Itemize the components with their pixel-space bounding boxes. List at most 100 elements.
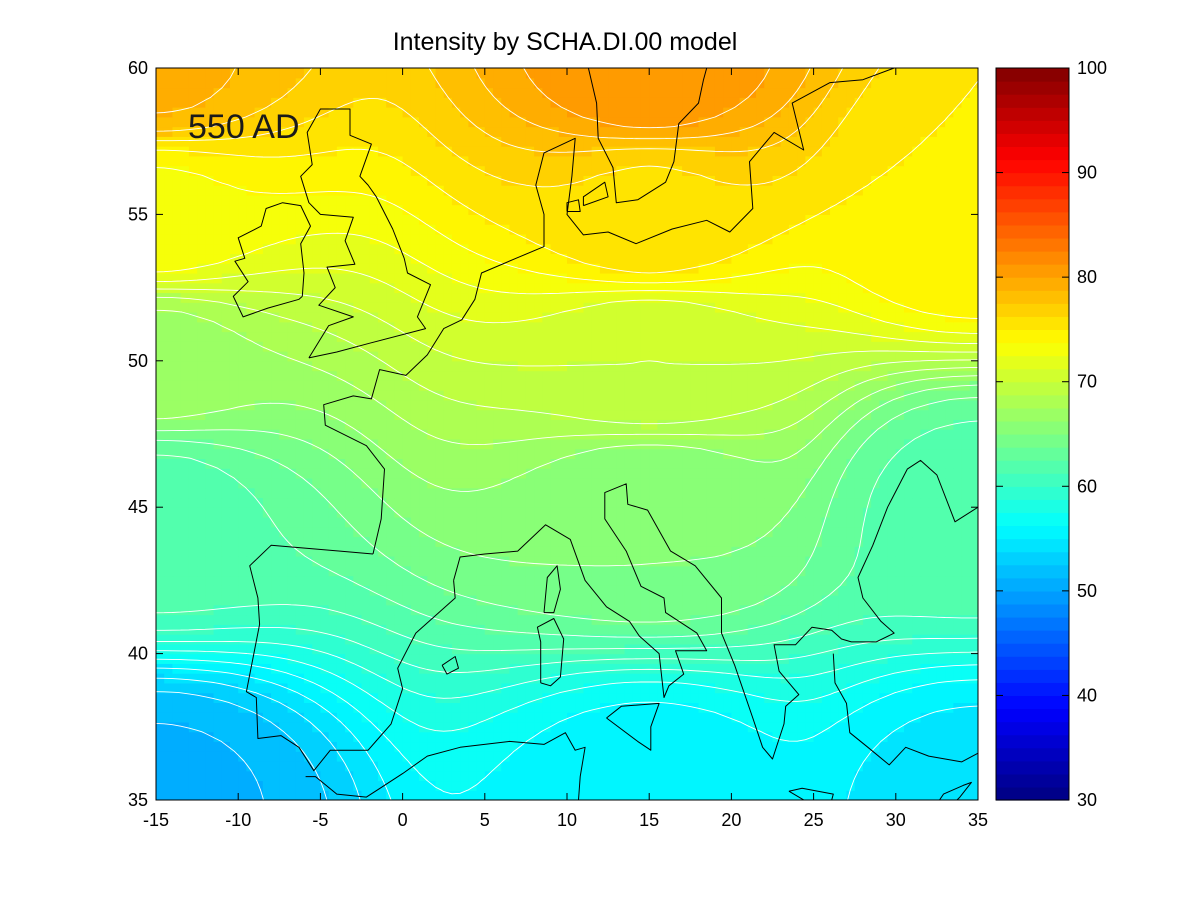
intensity-cell xyxy=(830,477,839,489)
intensity-cell xyxy=(575,380,585,391)
intensity-cell xyxy=(821,721,831,733)
intensity-cell xyxy=(410,634,420,645)
intensity-cell xyxy=(435,360,445,372)
intensity-cell xyxy=(961,438,971,450)
intensity-cell xyxy=(723,370,732,381)
intensity-cell xyxy=(156,751,165,762)
intensity-cell xyxy=(591,673,601,684)
intensity-cell xyxy=(484,351,494,362)
intensity-cell xyxy=(287,721,297,733)
intensity-cell xyxy=(846,546,856,557)
intensity-cell xyxy=(904,712,913,723)
intensity-cell xyxy=(714,760,724,772)
intensity-cell xyxy=(854,321,864,333)
intensity-cell xyxy=(361,312,371,323)
intensity-cell xyxy=(229,624,239,635)
intensity-cell xyxy=(221,526,231,538)
intensity-cell xyxy=(394,312,404,323)
intensity-cell xyxy=(657,380,667,391)
intensity-cell xyxy=(854,546,864,557)
intensity-cell xyxy=(714,673,724,684)
intensity-cell xyxy=(501,380,511,391)
intensity-cell xyxy=(188,712,198,723)
intensity-cell xyxy=(213,390,223,401)
intensity-cell xyxy=(295,585,305,596)
intensity-cell xyxy=(698,487,708,499)
intensity-cell xyxy=(690,760,700,772)
intensity-cell xyxy=(649,351,659,362)
intensity-cell xyxy=(920,770,930,782)
intensity-cell xyxy=(591,556,601,567)
intensity-cell xyxy=(756,585,765,596)
intensity-cell xyxy=(550,624,560,635)
intensity-cell xyxy=(353,624,363,635)
intensity-cell xyxy=(780,604,790,616)
intensity-cell xyxy=(657,770,667,782)
intensity-cell xyxy=(517,419,527,430)
intensity-cell xyxy=(468,360,478,372)
intensity-cell xyxy=(969,516,978,528)
intensity-cell xyxy=(419,702,428,713)
intensity-cell xyxy=(895,341,905,352)
intensity-cell xyxy=(188,565,198,577)
intensity-cell xyxy=(271,429,280,440)
intensity-cell xyxy=(591,516,601,528)
intensity-cell xyxy=(772,556,782,567)
intensity-cell xyxy=(731,487,741,499)
intensity-cell xyxy=(246,380,256,391)
intensity-cell xyxy=(254,399,264,411)
intensity-cell xyxy=(476,429,486,440)
intensity-cell xyxy=(904,468,913,479)
intensity-cell xyxy=(575,536,585,547)
intensity-cell xyxy=(599,360,609,372)
intensity-cell xyxy=(821,497,831,508)
intensity-cell xyxy=(583,497,593,508)
intensity-cell xyxy=(920,575,930,586)
intensity-cell xyxy=(476,760,486,772)
intensity-cell xyxy=(780,487,790,499)
intensity-cell xyxy=(468,634,478,645)
intensity-cell xyxy=(369,653,379,664)
intensity-cell xyxy=(756,614,765,625)
intensity-cell xyxy=(419,351,428,362)
intensity-cell xyxy=(476,721,486,733)
intensity-cell xyxy=(369,546,379,557)
intensity-cell xyxy=(665,507,675,518)
intensity-cell xyxy=(361,526,371,538)
intensity-cell xyxy=(969,595,978,606)
intensity-cell xyxy=(797,536,806,547)
intensity-cell xyxy=(229,682,239,694)
intensity-cell xyxy=(756,370,765,381)
intensity-cell xyxy=(871,634,880,645)
intensity-cell xyxy=(813,351,823,362)
intensity-cell xyxy=(706,351,716,362)
intensity-cell xyxy=(862,604,872,616)
intensity-cell xyxy=(509,312,519,323)
intensity-cell xyxy=(501,536,511,547)
intensity-cell xyxy=(468,624,478,635)
intensity-cell xyxy=(616,487,626,499)
intensity-cell xyxy=(780,585,790,596)
intensity-cell xyxy=(303,731,313,743)
intensity-cell xyxy=(180,331,190,342)
intensity-cell xyxy=(731,556,741,567)
intensity-cell xyxy=(377,663,387,674)
intensity-cell xyxy=(731,390,741,401)
intensity-cell xyxy=(427,380,437,391)
intensity-cell xyxy=(262,419,272,430)
intensity-cell xyxy=(780,429,790,440)
intensity-cell xyxy=(862,536,872,547)
intensity-cell xyxy=(303,721,313,733)
intensity-cell xyxy=(550,468,560,479)
intensity-cell xyxy=(887,497,897,508)
intensity-cell xyxy=(887,741,897,752)
intensity-cell xyxy=(747,497,757,508)
intensity-cell xyxy=(246,331,256,342)
intensity-cell xyxy=(501,604,511,616)
intensity-cell xyxy=(427,760,437,772)
intensity-cell xyxy=(534,751,543,762)
intensity-cell xyxy=(336,360,346,372)
intensity-cell xyxy=(657,604,667,616)
intensity-cell xyxy=(640,546,650,557)
intensity-cell xyxy=(303,448,313,459)
